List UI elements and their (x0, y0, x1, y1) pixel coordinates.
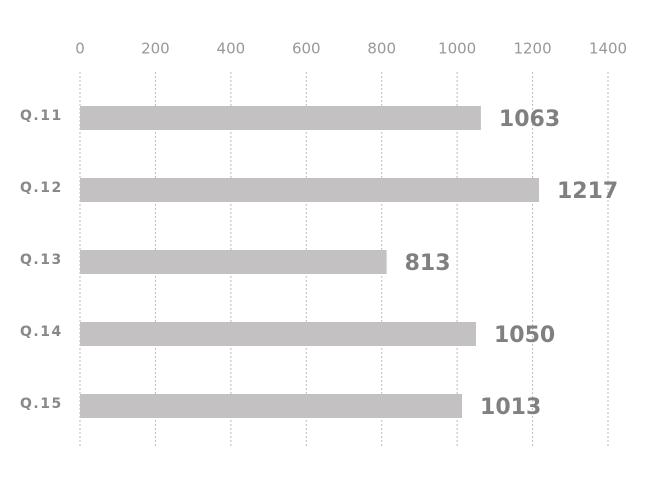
value-label: 813 (405, 251, 451, 276)
bar (80, 394, 463, 418)
x-tick-label: 0 (75, 40, 85, 58)
y-tick-label: Q.13 (20, 252, 63, 268)
x-tick-label: 600 (292, 40, 321, 58)
x-tick-label: 200 (141, 40, 170, 58)
bar (80, 322, 476, 346)
value-label: 1013 (480, 395, 541, 420)
value-label: 1063 (499, 107, 560, 132)
y-tick-label: Q.12 (20, 180, 63, 196)
x-tick-label: 1000 (438, 40, 476, 58)
y-tick-label: Q.11 (20, 108, 63, 124)
bar (80, 106, 481, 130)
value-label: 1050 (494, 323, 555, 348)
y-tick-label: Q.14 (20, 324, 63, 340)
x-tick-label: 400 (217, 40, 246, 58)
x-tick-label: 1400 (589, 40, 627, 58)
x-tick-label: 1200 (513, 40, 551, 58)
value-label: 1217 (557, 179, 618, 204)
bar (80, 178, 539, 202)
y-tick-label: Q.15 (20, 396, 63, 412)
x-tick-label: 800 (367, 40, 396, 58)
bar (80, 250, 387, 274)
